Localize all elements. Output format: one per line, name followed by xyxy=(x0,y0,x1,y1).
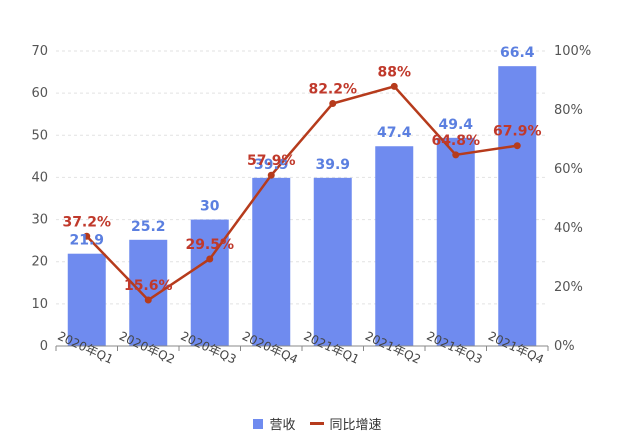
growth-value-label: 15.6% xyxy=(124,278,173,294)
y-left-tick-label: 20 xyxy=(31,255,48,270)
growth-point xyxy=(267,171,275,179)
y-left-tick-label: 70 xyxy=(31,44,48,59)
y-left-tick-label: 50 xyxy=(31,128,48,143)
legend-swatch-growth xyxy=(309,422,324,425)
growth-point xyxy=(452,151,460,159)
growth-point xyxy=(144,296,152,304)
growth-value-label: 37.2% xyxy=(62,214,111,230)
legend-item-growth[interactable]: 同比增速 xyxy=(309,414,382,433)
legend-item-revenue[interactable]: 营收 xyxy=(253,414,296,433)
bar xyxy=(375,146,414,346)
growth-line xyxy=(83,82,521,304)
y-right-tick-label: 40% xyxy=(554,221,583,236)
bar-value-label: 66.4 xyxy=(500,45,535,61)
growth-point xyxy=(83,232,91,240)
bar xyxy=(313,177,352,346)
growth-point xyxy=(206,255,214,263)
bar-value-label: 39.9 xyxy=(254,157,289,173)
growth-value-label: 57.9% xyxy=(247,153,296,169)
y-left-tick-label: 10 xyxy=(31,297,48,312)
y-left-tick-label: 40 xyxy=(31,170,48,185)
bar-value-label: 30 xyxy=(200,199,220,215)
growth-line-path xyxy=(85,84,518,302)
bar-value-label: 21.9 xyxy=(69,233,104,249)
growth-value-label: 88% xyxy=(377,64,411,80)
legend: 营收 同比增速 xyxy=(0,414,635,433)
growth-point xyxy=(390,82,398,90)
bars xyxy=(67,66,537,347)
bar xyxy=(252,177,291,346)
growth-value-label: 67.9% xyxy=(493,124,542,140)
y-right-tick-label: 20% xyxy=(554,280,583,295)
bar-value-label: 49.4 xyxy=(438,117,473,133)
bar xyxy=(498,66,537,347)
growth-point xyxy=(329,100,337,108)
data-labels: 21.9 25.2 30 39.9 39.9 47.4 49.4 66.4 37.2% 15.6%… xyxy=(62,45,541,294)
legend-label-revenue: 营收 xyxy=(269,418,296,433)
growth-value-label: 64.8% xyxy=(431,133,480,149)
y-right-tick-label: 80% xyxy=(554,103,583,118)
growth-value-label: 82.2% xyxy=(308,82,357,98)
bar-value-label: 25.2 xyxy=(131,219,166,235)
y-right-tick-label: 60% xyxy=(554,162,583,177)
bar xyxy=(67,253,106,346)
y-right-tick-label: 0% xyxy=(554,339,575,354)
y-left-tick-label: 60 xyxy=(31,86,48,101)
y-left-tick-label: 30 xyxy=(31,213,48,228)
growth-value-label: 29.5% xyxy=(185,237,234,253)
y-axis-left: 0 10 20 30 40 50 60 70 xyxy=(31,44,48,354)
legend-label-growth: 同比增速 xyxy=(329,418,382,433)
y-axis-right: 0% 20% 40% 60% 80% 100% xyxy=(554,44,591,354)
y-right-tick-label: 100% xyxy=(554,44,591,59)
bar-value-label: 39.9 xyxy=(315,157,350,173)
y-left-tick-label: 0 xyxy=(40,339,48,354)
growth-point xyxy=(513,142,521,150)
bar xyxy=(436,137,475,346)
legend-swatch-revenue xyxy=(253,418,264,429)
bar-value-label: 47.4 xyxy=(377,125,412,141)
